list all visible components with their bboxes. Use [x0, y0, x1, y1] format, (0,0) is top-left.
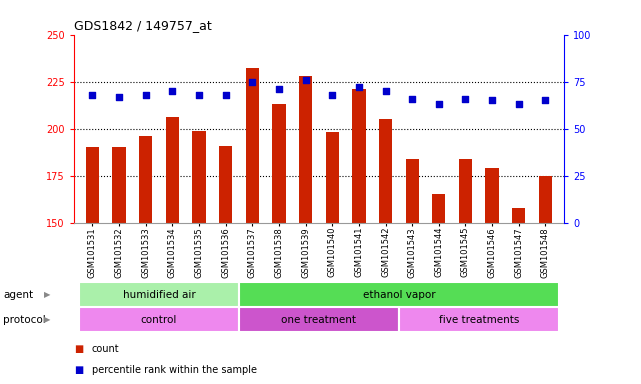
- Point: [274, 86, 284, 92]
- Text: ethanol vapor: ethanol vapor: [363, 290, 435, 300]
- Point: [221, 92, 231, 98]
- Point: [140, 92, 151, 98]
- Bar: [239, 282, 559, 307]
- Text: agent: agent: [3, 290, 33, 300]
- Bar: [539, 175, 552, 223]
- Point: [460, 96, 470, 102]
- Text: percentile rank within the sample: percentile rank within the sample: [92, 365, 256, 375]
- Bar: [272, 104, 286, 223]
- Text: protocol: protocol: [3, 314, 46, 325]
- Text: humidified air: humidified air: [122, 290, 196, 300]
- Bar: [79, 307, 239, 332]
- Text: one treatment: one treatment: [281, 314, 356, 325]
- Bar: [86, 147, 99, 223]
- Point: [301, 77, 311, 83]
- Text: ▶: ▶: [44, 290, 50, 299]
- Bar: [165, 118, 179, 223]
- Bar: [219, 146, 232, 223]
- Text: count: count: [92, 344, 119, 354]
- Text: GDS1842 / 149757_at: GDS1842 / 149757_at: [74, 19, 212, 32]
- Point: [380, 88, 390, 94]
- Point: [247, 79, 258, 85]
- Text: ▶: ▶: [44, 315, 50, 324]
- Point: [540, 98, 551, 104]
- Bar: [239, 307, 399, 332]
- Bar: [79, 282, 239, 307]
- Bar: [379, 119, 392, 223]
- Point: [87, 92, 97, 98]
- Bar: [112, 147, 126, 223]
- Point: [354, 84, 364, 90]
- Point: [434, 101, 444, 107]
- Bar: [406, 159, 419, 223]
- Bar: [459, 159, 472, 223]
- Bar: [399, 307, 559, 332]
- Point: [327, 92, 337, 98]
- Bar: [512, 208, 526, 223]
- Point: [513, 101, 524, 107]
- Text: five treatments: five treatments: [438, 314, 519, 325]
- Bar: [192, 131, 206, 223]
- Bar: [326, 132, 339, 223]
- Bar: [352, 89, 365, 223]
- Point: [487, 98, 497, 104]
- Point: [407, 96, 417, 102]
- Text: control: control: [141, 314, 177, 325]
- Text: ■: ■: [74, 344, 83, 354]
- Bar: [299, 76, 312, 223]
- Bar: [485, 168, 499, 223]
- Point: [114, 94, 124, 100]
- Text: ■: ■: [74, 365, 83, 375]
- Bar: [139, 136, 153, 223]
- Point: [167, 88, 178, 94]
- Bar: [246, 68, 259, 223]
- Point: [194, 92, 204, 98]
- Bar: [432, 194, 445, 223]
